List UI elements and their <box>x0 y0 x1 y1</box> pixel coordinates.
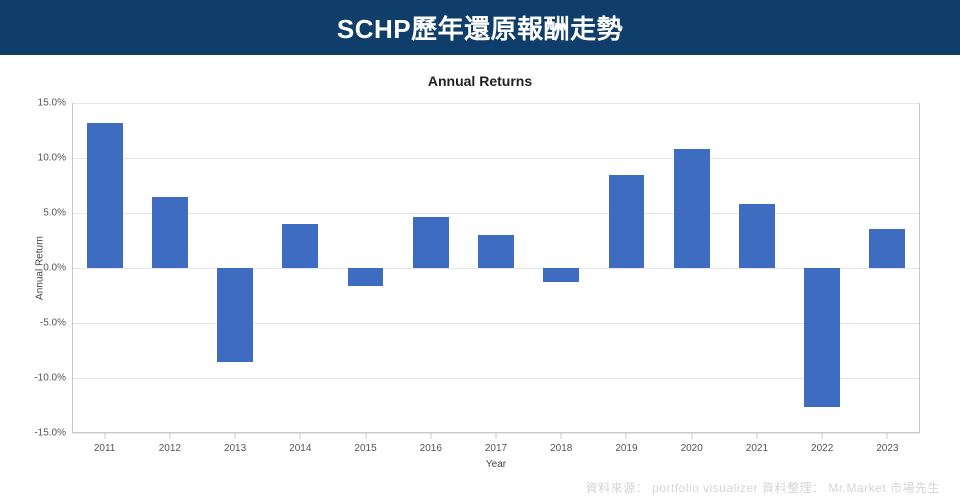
x-axis-labels: Year 2011 2012 2013 2014 2015 2016 2017 2018 201… <box>72 433 920 473</box>
bar <box>739 204 775 268</box>
x-tick-label: 2021 <box>746 443 768 454</box>
x-tick-mark <box>626 433 627 439</box>
bar <box>804 268 840 408</box>
x-tick-mark <box>365 433 366 439</box>
x-tick-mark <box>561 433 562 439</box>
x-tick-label: 2023 <box>876 443 898 454</box>
y-tick-label: -5.0% <box>40 317 66 328</box>
y-tick-label: 5.0% <box>43 207 66 218</box>
y-tick-label: 10.0% <box>38 152 66 163</box>
x-tick-mark <box>822 433 823 439</box>
chart-title: Annual Returns <box>30 73 930 89</box>
bar <box>282 224 318 268</box>
y-tick-label: 15.0% <box>38 97 66 108</box>
chart-bars <box>72 103 920 433</box>
y-tick-label: -10.0% <box>34 372 66 383</box>
x-tick-mark <box>300 433 301 439</box>
bar <box>152 197 188 267</box>
y-tick-label: 0.0% <box>43 262 66 273</box>
x-axis-title: Year <box>486 459 506 470</box>
bar <box>217 268 253 363</box>
footer-text: 資料來源： portfolio visualizer 資料整理： Mr.Mark… <box>586 479 940 496</box>
bar <box>869 229 905 268</box>
bar <box>543 268 579 282</box>
container: SCHP歷年還原報酬走勢 Annual Returns Annual Retur… <box>0 0 960 502</box>
chart-area: Annual Returns Annual Return -15.0%-10.0… <box>0 55 960 473</box>
x-tick-label: 2020 <box>681 443 703 454</box>
x-tick-mark <box>104 433 105 439</box>
x-tick-label: 2015 <box>354 443 376 454</box>
x-tick-label: 2022 <box>811 443 833 454</box>
chart-plot: Annual Return -15.0%-10.0%-5.0%0.0%5.0%1… <box>72 103 920 433</box>
bar <box>413 217 449 268</box>
footer: 資料來源： portfolio visualizer 資料整理： Mr.Mark… <box>0 473 960 502</box>
x-tick-label: 2019 <box>615 443 637 454</box>
bar <box>674 149 710 268</box>
x-tick-mark <box>235 433 236 439</box>
x-tick-label: 2017 <box>485 443 507 454</box>
x-tick-mark <box>691 433 692 439</box>
x-tick-mark <box>887 433 888 439</box>
x-tick-label: 2018 <box>550 443 572 454</box>
x-tick-label: 2011 <box>94 443 116 454</box>
y-tick-label: -15.0% <box>34 427 66 438</box>
bar <box>87 123 123 268</box>
x-tick-mark <box>430 433 431 439</box>
x-tick-label: 2016 <box>420 443 442 454</box>
bar <box>609 175 645 267</box>
x-tick-label: 2012 <box>159 443 181 454</box>
header-banner: SCHP歷年還原報酬走勢 <box>0 0 960 55</box>
header-title: SCHP歷年還原報酬走勢 <box>337 9 623 46</box>
bar <box>478 235 514 268</box>
x-tick-mark <box>169 433 170 439</box>
x-tick-label: 2014 <box>289 443 311 454</box>
x-tick-mark <box>496 433 497 439</box>
bar <box>348 268 384 287</box>
x-tick-label: 2013 <box>224 443 246 454</box>
x-tick-mark <box>756 433 757 439</box>
